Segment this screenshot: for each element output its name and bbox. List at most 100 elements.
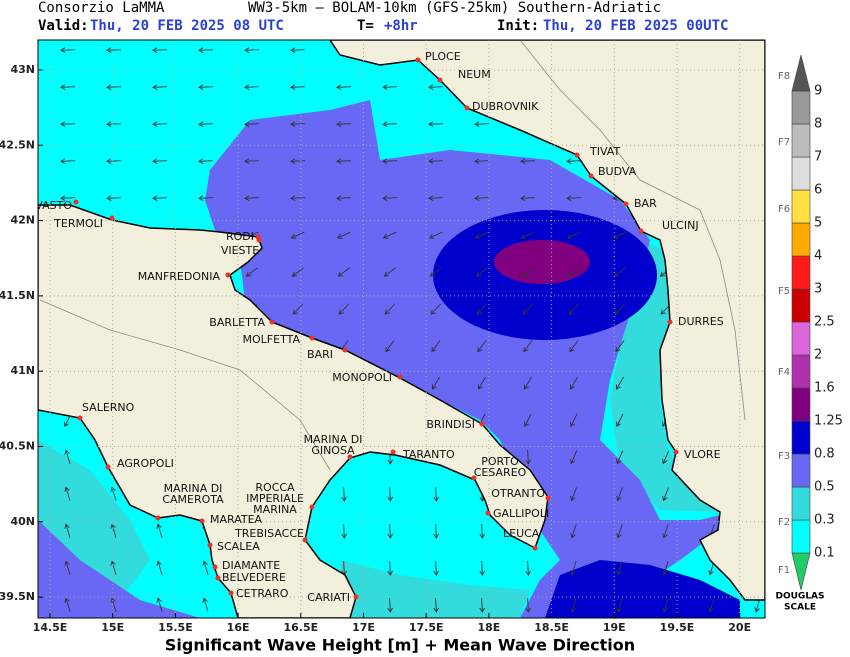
legend-band (791, 321, 811, 356)
legend-band (791, 453, 811, 488)
sea-band (545, 560, 740, 618)
arrow (110, 486, 117, 501)
arrow (662, 524, 669, 539)
douglas-label: F1 (778, 565, 790, 576)
arrow (477, 376, 486, 390)
arrow (106, 158, 122, 164)
city-dot (155, 515, 161, 521)
legend-level: 5 (814, 216, 822, 231)
arrow (662, 598, 669, 613)
lon-label: 19.5E (660, 621, 695, 634)
arrow (616, 413, 624, 428)
arrow (479, 523, 485, 539)
arrow (570, 598, 577, 613)
lat-label: 40N (10, 515, 35, 528)
border (519, 40, 746, 421)
arrow (290, 231, 305, 239)
arrow (383, 267, 396, 277)
arrow (336, 121, 352, 127)
arrow (428, 195, 444, 201)
arrow (428, 158, 444, 164)
arrow (336, 195, 352, 201)
arrow (524, 413, 532, 428)
city-dot (464, 105, 470, 111)
douglas-label: F8 (778, 71, 790, 82)
lat-label: 42.5N (0, 138, 35, 151)
valid-label: Valid: (38, 18, 89, 34)
arrow (337, 267, 350, 277)
lon-label: 18E (477, 621, 500, 634)
arrow (430, 303, 442, 315)
arrow (433, 560, 439, 576)
city-label: TIVAT (589, 145, 620, 158)
arrow (290, 47, 306, 53)
arrow (152, 158, 168, 164)
city-label: ULCINJ (662, 219, 699, 232)
arrow (244, 84, 260, 90)
lead-label: T= (357, 18, 374, 34)
arrow (568, 303, 580, 315)
city-dot (532, 545, 538, 551)
arrow (476, 303, 488, 315)
arrow (429, 267, 442, 277)
city-label: MARINA (253, 503, 297, 516)
legend-band (791, 189, 811, 224)
arrow (525, 597, 531, 613)
arrow (198, 121, 214, 127)
sea-band (38, 520, 200, 618)
arrow (384, 303, 396, 315)
lon-label: 18.5E (534, 621, 569, 634)
city-dot (109, 215, 115, 221)
city-dot (353, 594, 359, 600)
arrow (106, 121, 122, 127)
arrow (106, 195, 122, 201)
arrow (152, 47, 168, 53)
city-label: CETRARO (236, 587, 289, 600)
legend-level: 7 (814, 150, 822, 165)
city-label: MANFREDONIA (138, 270, 221, 283)
legend-band (791, 90, 811, 125)
legend-level: 2 (814, 348, 822, 363)
lon-label: 15E (101, 621, 124, 634)
land-balkans (329, 40, 765, 601)
lon-label: 20E (728, 621, 751, 634)
arrow (156, 560, 163, 575)
arrow (523, 376, 532, 390)
legend-band (791, 156, 811, 191)
arrow (566, 231, 581, 239)
arrow (433, 486, 439, 502)
city-dot (215, 575, 221, 581)
city-label: VIESTE (221, 244, 259, 257)
city-dot (199, 518, 205, 524)
arrow (341, 523, 347, 539)
arrow (382, 121, 398, 127)
arrow (525, 560, 531, 576)
city-label: NEUM (458, 68, 491, 81)
arrow (615, 376, 624, 390)
arrow (60, 121, 76, 127)
arrow (198, 47, 214, 53)
city-label: PORTO (481, 455, 519, 468)
arrow (387, 486, 393, 502)
city-dot (309, 335, 315, 341)
legend-level: 4 (814, 249, 822, 264)
arrow (570, 450, 578, 465)
arrow (520, 231, 535, 239)
city-dot (105, 464, 111, 470)
arrow (106, 84, 122, 90)
arrow (614, 303, 626, 315)
arrow (156, 597, 163, 612)
legend-level: 8 (814, 117, 822, 132)
arrow (616, 561, 623, 576)
douglas-label: F2 (778, 517, 790, 528)
legend-level: 0.5 (814, 480, 835, 495)
lat-label: 42N (10, 214, 35, 227)
arrow (570, 487, 577, 502)
arrow (387, 560, 393, 576)
arrow (520, 158, 536, 164)
city-dot (73, 199, 79, 205)
city-label: MARINA DI (164, 482, 223, 495)
sea-band (340, 560, 530, 618)
arrow (64, 449, 71, 464)
